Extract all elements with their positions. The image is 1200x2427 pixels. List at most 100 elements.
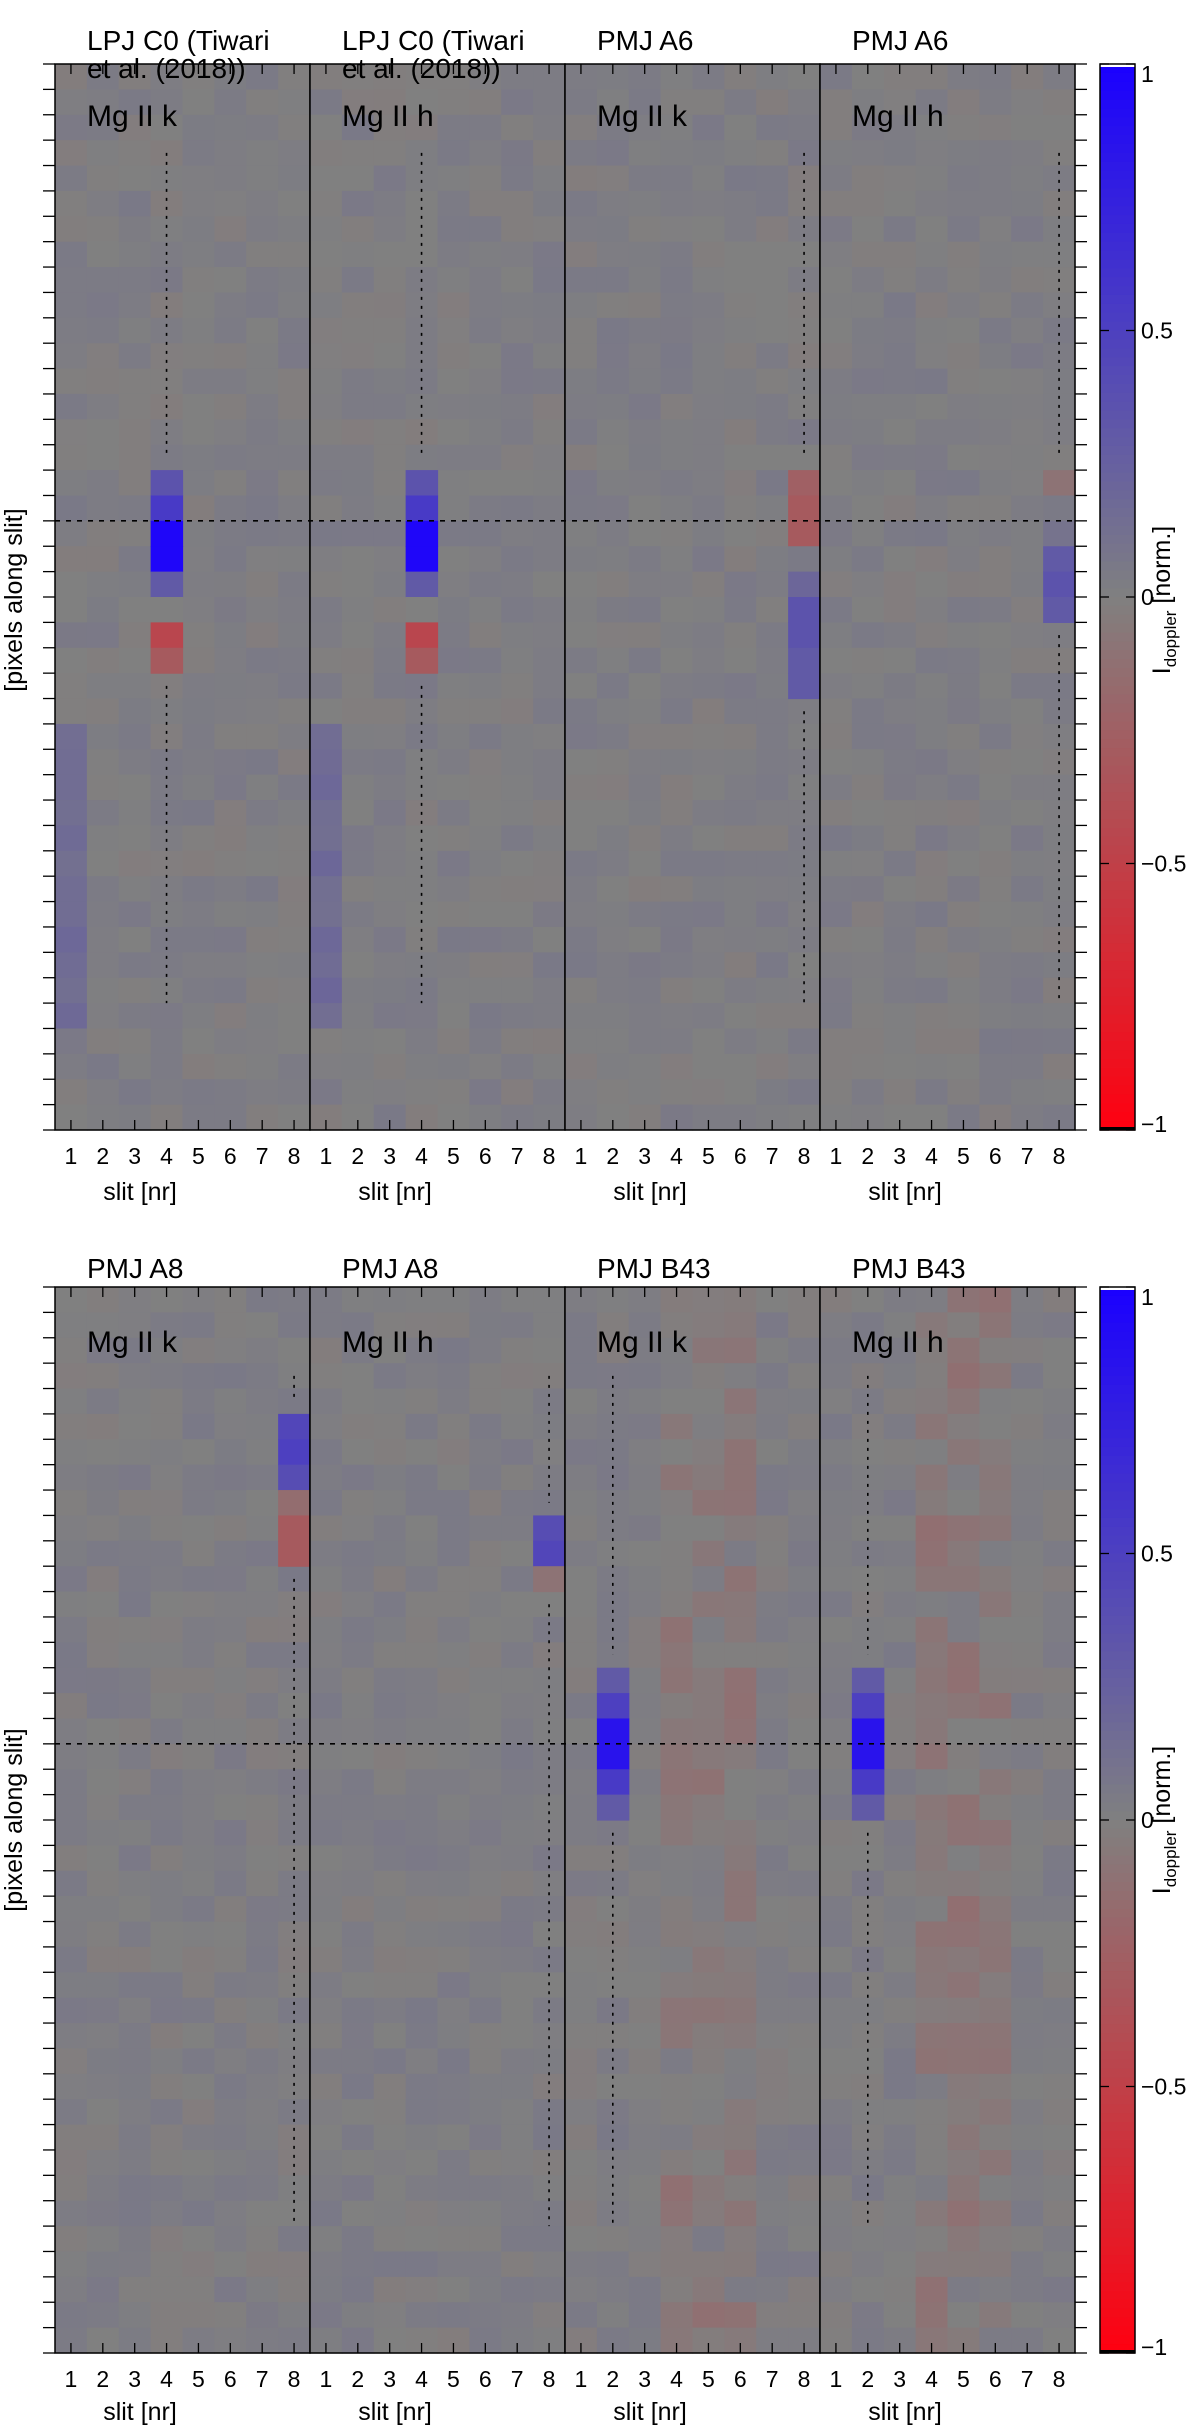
heat-cell: [915, 393, 949, 420]
heat-cell: [756, 1743, 789, 1770]
heat-cell: [947, 2099, 980, 2126]
heat-cell: [182, 800, 215, 827]
colorbar-tick-label: −1: [1141, 2334, 1167, 2360]
heat-cell: [596, 2251, 630, 2278]
heat-cell: [373, 1769, 407, 1796]
heat-cell: [660, 267, 694, 294]
heat-cell: [756, 977, 789, 1004]
heat-cell: [182, 2175, 215, 2202]
heat-cell: [628, 1312, 662, 1339]
heat-cell: [437, 1053, 470, 1080]
heat-cell: [182, 1079, 215, 1106]
colorbar-cell: [1100, 730, 1135, 740]
heat-cell: [788, 901, 821, 928]
heat-cell: [373, 1540, 407, 1567]
heat-cell: [596, 800, 630, 827]
x-tick-label: 8: [543, 1143, 556, 1169]
heat-cell: [341, 2276, 375, 2303]
heat-cell: [373, 1079, 407, 1106]
heat-cell: [915, 317, 949, 344]
heat-cell: [182, 622, 215, 649]
heat-cell: [883, 470, 917, 497]
y-axis-label: [pixels along slit]: [0, 508, 28, 691]
heat-cell: [724, 1363, 757, 1390]
heat-cell: [692, 1794, 725, 1821]
heat-cell: [596, 1667, 630, 1694]
heat-cell: [469, 800, 502, 827]
heat-cell: [214, 1566, 247, 1593]
heat-cell: [788, 1515, 821, 1542]
heat-cell: [373, 1363, 407, 1390]
heat-cell: [533, 2200, 566, 2227]
heat-cell: [373, 444, 407, 471]
colorbar-cap: [1100, 1287, 1135, 1290]
heat-cell: [724, 216, 757, 243]
heat-cell: [278, 343, 311, 370]
colorbar-cell: [1100, 117, 1135, 127]
heat-cell: [851, 1028, 885, 1055]
heat-cell: [150, 343, 184, 370]
heat-cell: [437, 140, 470, 167]
heat-cell: [820, 343, 853, 370]
heat-cell: [501, 1388, 534, 1415]
heat-cell: [214, 1946, 247, 1973]
heat-cell: [118, 343, 152, 370]
x-tick-label: 5: [702, 2366, 715, 2392]
heat-cell: [692, 520, 725, 547]
heat-cell: [150, 190, 184, 217]
heat-cell: [788, 571, 821, 598]
heat-cell: [55, 977, 88, 1004]
heat-cell: [373, 825, 407, 852]
heat-cell: [150, 2226, 184, 2253]
heat-cell: [86, 444, 120, 471]
heat-cell: [883, 926, 917, 953]
heat-cell: [979, 470, 1012, 497]
heat-cell: [788, 1972, 821, 1999]
colorbar-cell: [1100, 1882, 1135, 1892]
heat-cell: [501, 2251, 534, 2278]
heat-cell: [1043, 1820, 1076, 1846]
heat-cell: [724, 698, 757, 725]
heat-cell: [788, 1028, 821, 1055]
heat-cell: [469, 1540, 502, 1567]
heat-cell: [405, 1743, 439, 1770]
heat-cell: [851, 622, 885, 649]
colorbar-cell: [1100, 2201, 1135, 2212]
heat-cell: [628, 1413, 662, 1440]
heat-cell: [373, 1439, 407, 1466]
heat-cell: [1011, 2149, 1044, 2176]
heat-cell: [660, 2073, 694, 2100]
heat-cell: [341, 673, 375, 700]
heat-cell: [501, 1363, 534, 1390]
heat-cell: [628, 1794, 662, 1821]
heat-cell: [692, 368, 725, 395]
heat-cell: [724, 749, 757, 776]
heat-cell: [660, 1946, 694, 1973]
heat-cell: [310, 140, 343, 167]
heat-cell: [501, 1921, 534, 1948]
heat-cell: [883, 1566, 917, 1593]
heat-cell: [533, 1028, 566, 1055]
colorbar-cell: [1100, 1295, 1135, 1306]
heat-cell: [214, 2023, 247, 2050]
heat-cell: [788, 1053, 821, 1080]
heat-cell: [883, 1439, 917, 1466]
heat-cell: [55, 800, 88, 827]
heat-cell: [405, 2073, 439, 2100]
heat-cell: [820, 1003, 853, 1030]
heat-cell: [214, 2073, 247, 2100]
heat-cell: [979, 876, 1012, 903]
heat-cell: [851, 520, 885, 547]
heat-cell: [533, 1946, 566, 1973]
colorbar-cell: [1100, 2077, 1135, 2088]
heat-cell: [979, 2149, 1012, 2176]
heat-cell: [915, 1464, 949, 1491]
heat-cell: [947, 546, 980, 573]
heat-cell: [150, 1642, 184, 1669]
heat-cell: [788, 1464, 821, 1491]
heat-cell: [756, 1845, 789, 1872]
line-label: Mg II k: [597, 100, 688, 133]
heat-cell: [820, 749, 853, 776]
heat-cell: [724, 1921, 757, 1948]
heat-cell: [86, 1616, 120, 1643]
